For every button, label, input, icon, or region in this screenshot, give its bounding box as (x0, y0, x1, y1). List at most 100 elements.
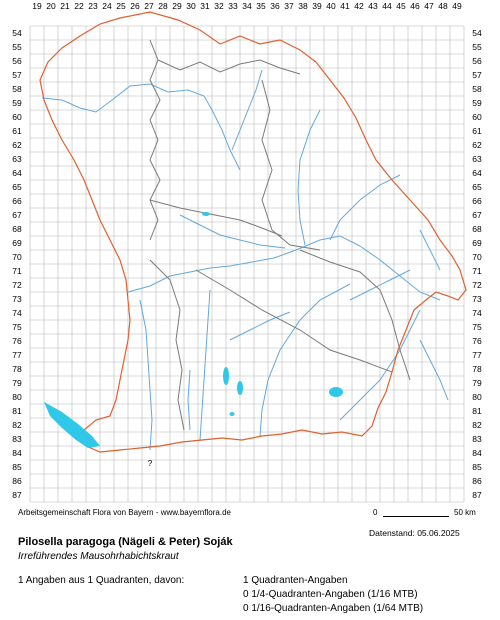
y-label: 86 (472, 476, 482, 486)
x-label: 46 (410, 1, 420, 11)
y-label: 78 (472, 364, 482, 374)
stats-sixteenth-quadrants: 0 1/16-Quadranten-Angaben (1/64 MTB) (243, 603, 424, 614)
data-date: Datenstand: 05.06.2025 (369, 528, 460, 538)
species-common-name: Irreführendes Mausohrhabichtskraut (18, 551, 179, 562)
y-label: 56 (12, 56, 22, 66)
y-label: 82 (472, 420, 482, 430)
y-label: 68 (12, 224, 22, 234)
y-label: 77 (472, 350, 482, 360)
y-label: 75 (472, 322, 482, 332)
x-label: 36 (270, 1, 280, 11)
x-label: 49 (452, 1, 462, 11)
x-label: 40 (326, 1, 336, 11)
river-amper (229, 311, 291, 341)
scale-end-label: 50 km (454, 508, 476, 517)
y-label: 69 (12, 238, 22, 248)
y-label: 81 (12, 406, 22, 416)
y-label: 72 (12, 280, 22, 290)
river-iller (139, 299, 153, 451)
y-axis-left-labels: 54 55 56 57 58 59 60 61 62 63 64 65 66 67 68 69 70 71 72 73… (12, 28, 22, 500)
x-label: 35 (256, 1, 266, 11)
lake-chiemsee (329, 387, 343, 397)
bavaria-state-border (39, 11, 467, 453)
y-label: 71 (12, 266, 22, 276)
x-label: 39 (312, 1, 322, 11)
x-label: 38 (298, 1, 308, 11)
y-label: 54 (12, 28, 22, 38)
y-label: 61 (472, 126, 482, 136)
y-label: 61 (12, 126, 22, 136)
river-inn (339, 309, 421, 421)
scale-start-label: 0 (373, 508, 378, 517)
lake-bodensee (44, 402, 100, 448)
x-label: 28 (158, 1, 168, 11)
stats-quadrants: 1 Quadranten-Angaben (243, 575, 348, 586)
x-label: 42 (354, 1, 364, 11)
district-border-unterfranken (149, 39, 161, 241)
lakes-layer (44, 212, 343, 448)
y-label: 59 (472, 98, 482, 108)
scale-bar (383, 516, 449, 517)
lake-small-1 (202, 212, 210, 216)
district-border-oberbayern (195, 269, 393, 373)
y-label: 79 (472, 378, 482, 388)
y-label: 69 (472, 238, 482, 248)
x-label: 31 (200, 1, 210, 11)
x-label: 21 (60, 1, 70, 11)
y-label: 65 (472, 182, 482, 192)
y-label: 83 (472, 434, 482, 444)
district-border-niederbayern (299, 249, 411, 381)
y-label: 84 (12, 448, 22, 458)
y-label: 62 (472, 140, 482, 150)
y-label: 71 (472, 266, 482, 276)
y-label: 65 (12, 182, 22, 192)
district-border-oberfranken (157, 59, 301, 75)
x-label: 23 (88, 1, 98, 11)
y-label: 59 (12, 98, 22, 108)
y-label: 74 (12, 308, 22, 318)
distribution-map: 19 20 21 22 23 24 25 26 27 28 29 30 31 32 33 34 35 36 37 38… (12, 1, 482, 503)
map-grid (29, 25, 465, 503)
y-label: 82 (12, 420, 22, 430)
y-label: 74 (472, 308, 482, 318)
y-label: 62 (12, 140, 22, 150)
river-vils (349, 269, 411, 301)
y-label: 85 (472, 462, 482, 472)
x-label: 43 (368, 1, 378, 11)
y-label: 81 (472, 406, 482, 416)
y-label: 64 (472, 168, 482, 178)
district-borders-layer (149, 39, 411, 431)
y-axis-right-labels: 54 55 56 57 58 59 60 61 62 63 64 65 66 67 68 69 70 71 72 73… (472, 28, 482, 500)
y-label: 66 (472, 196, 482, 206)
x-label: 48 (438, 1, 448, 11)
y-label: 79 (12, 378, 22, 388)
x-label: 32 (214, 1, 224, 11)
y-label: 73 (12, 294, 22, 304)
district-border-mittelfranken (149, 199, 283, 237)
y-label: 80 (12, 392, 22, 402)
river-regen (329, 174, 401, 241)
y-label: 58 (472, 84, 482, 94)
y-label: 63 (472, 154, 482, 164)
y-label: 67 (472, 210, 482, 220)
x-label: 45 (396, 1, 406, 11)
y-label: 86 (12, 476, 22, 486)
y-label: 60 (12, 112, 22, 122)
x-label: 27 (144, 1, 154, 11)
y-label: 70 (12, 252, 22, 262)
x-label: 19 (32, 1, 42, 11)
x-label: 26 (130, 1, 140, 11)
y-label: 60 (472, 112, 482, 122)
river-regnitz (231, 69, 263, 151)
x-label: 20 (46, 1, 56, 11)
stats-quarter-quadrants: 0 1/4-Quadranten-Angaben (1/16 MTB) (243, 589, 418, 600)
x-label: 34 (242, 1, 252, 11)
y-label: 75 (12, 322, 22, 332)
x-label: 29 (172, 1, 182, 11)
y-label: 55 (12, 42, 22, 52)
x-label: 24 (102, 1, 112, 11)
lake-small-2 (229, 412, 235, 416)
x-label: 44 (382, 1, 392, 11)
y-label: 83 (12, 434, 22, 444)
x-label: 22 (74, 1, 84, 11)
